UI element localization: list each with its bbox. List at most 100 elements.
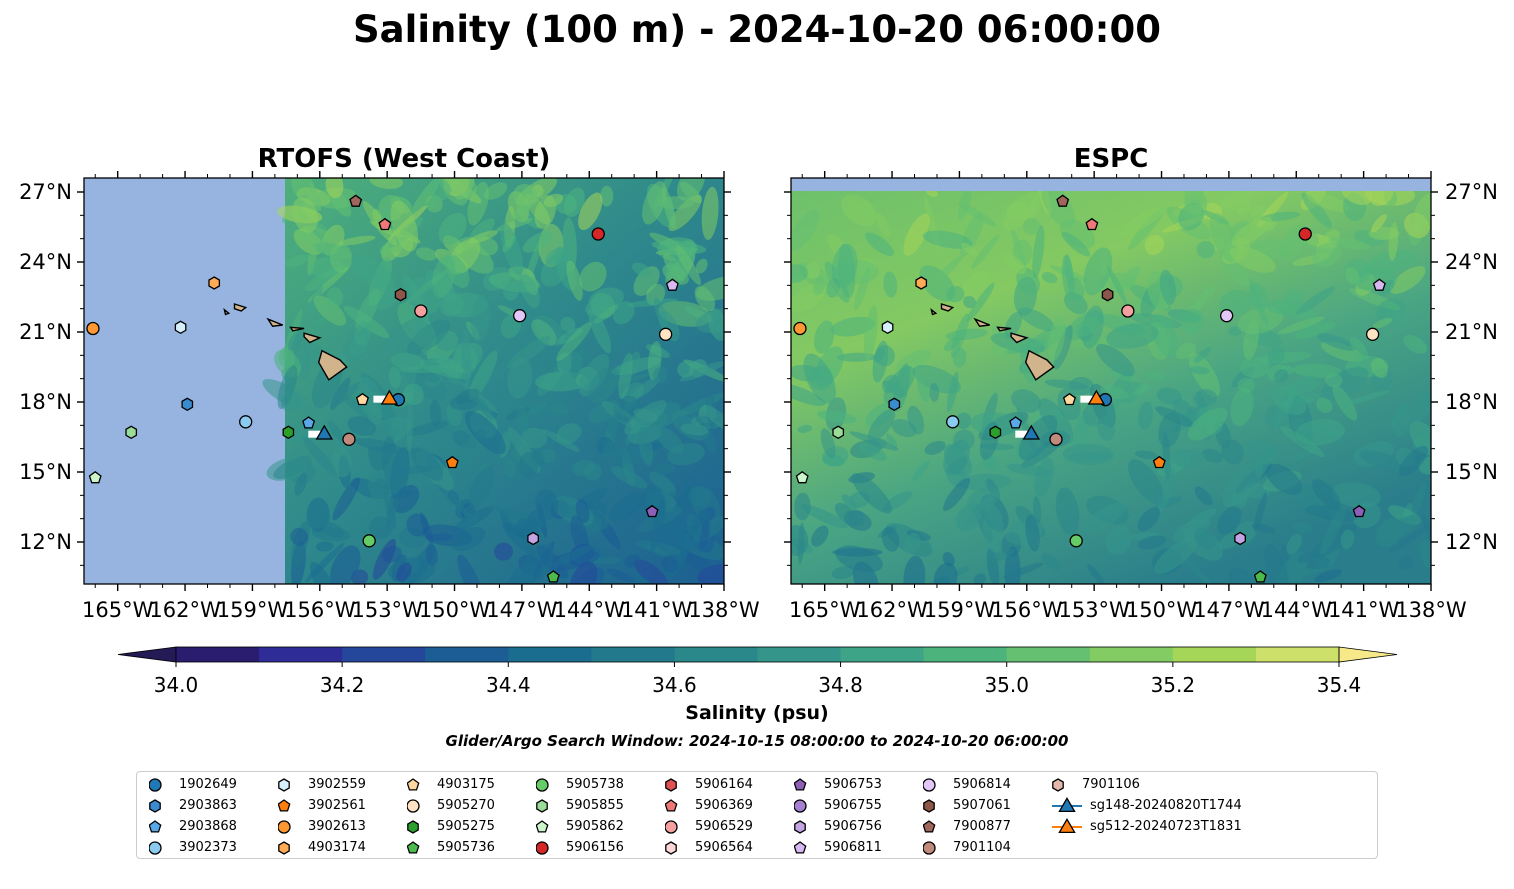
marker-2903863 [888,397,901,412]
eddy [1235,196,1252,216]
eddy [677,524,701,550]
eddy [1286,533,1302,555]
eddy [1041,184,1076,228]
x-tick-label: 156°W [991,598,1063,622]
eddy [661,555,679,573]
eddy [1194,486,1213,506]
eddy [1096,343,1135,377]
eddy [982,505,1004,553]
legend-label: 5905738 [566,777,624,792]
eddy [961,242,978,257]
eddy [512,183,538,209]
eddy [649,471,676,494]
eddy [606,568,635,583]
marker-4903175 [1062,392,1076,406]
eddy [1138,401,1154,430]
eddy [1067,277,1085,301]
legend-label: 3902559 [308,777,366,792]
marker-5905855 [125,425,138,440]
legend-marker-shape [665,820,678,834]
eddy [499,222,524,276]
eddy [907,405,925,435]
eddy [650,497,667,553]
eddy [1180,308,1204,335]
eddy [368,406,383,425]
marker-5905855 [832,425,845,440]
island-shape [266,317,283,327]
eddy [503,282,519,301]
marker-5905275 [282,425,295,440]
eddy [1188,366,1210,375]
eddy [1107,266,1128,305]
eddy [966,282,995,322]
eddy [675,245,702,286]
legend-marker-shape [794,778,807,791]
eddy [579,261,607,292]
glider-track [1080,395,1093,403]
colorbar-bin [591,647,676,662]
legend-marker [278,820,291,834]
x-tick-label: 165°W [789,598,861,622]
legend-marker [407,799,420,813]
eddy [1398,445,1428,477]
legend-label: 5906811 [824,840,882,855]
eddy [287,330,305,352]
eddy [494,542,513,561]
colorbar-tick-label: 34.4 [486,673,531,697]
legend-marker-shape [1052,778,1064,792]
eddy [1371,357,1388,378]
eddy [1316,332,1357,351]
legend-marker [923,799,935,813]
eddy [302,436,338,477]
eddy [578,192,603,231]
eddy [1411,481,1427,516]
colorbar-bin [508,647,592,662]
eddy [432,255,456,298]
eddy [291,178,315,202]
legend-marker [923,778,936,792]
eddy [1006,201,1030,223]
eddy [626,298,678,307]
eddy [1378,279,1395,296]
marker-3902561 [445,455,459,469]
marker-3902613 [86,321,100,336]
marker-5905738 [362,534,376,548]
eddy [653,464,676,474]
eddy [813,276,825,296]
legend-marker [665,799,678,812]
eddy [680,473,696,499]
eddy [1006,339,1048,355]
eddy [1292,522,1313,534]
eddy [1413,193,1431,233]
eddy [429,178,451,201]
eddy [966,488,994,513]
legend-marker [407,841,420,854]
colorbar-bin [757,647,842,662]
eddy [1419,539,1431,573]
colorbar-tick-label: 34.6 [652,673,697,697]
eddy [1265,463,1302,495]
eddy [1314,569,1343,583]
eddy [1332,482,1381,508]
eddy [457,554,483,584]
eddy [1034,457,1054,497]
legend-label: 5907061 [953,798,1011,813]
eddy [588,400,621,424]
eddy [1316,397,1333,413]
eddy [881,374,899,394]
eddy [868,409,896,442]
y-tick-label: 15°N [19,460,72,484]
x-tick-label: 138°W [1395,598,1467,622]
eddy [958,183,973,221]
eddy [1320,505,1346,555]
eddy [519,274,540,308]
eddy [406,400,413,451]
eddy [1295,418,1345,446]
marker-3902559 [174,320,187,335]
eddy [1418,456,1431,475]
y-tick-label: 18°N [19,390,72,414]
eddy [467,230,499,244]
eddy [679,361,724,382]
legend-label: 4903175 [437,777,495,792]
marker-5905270 [658,327,673,341]
